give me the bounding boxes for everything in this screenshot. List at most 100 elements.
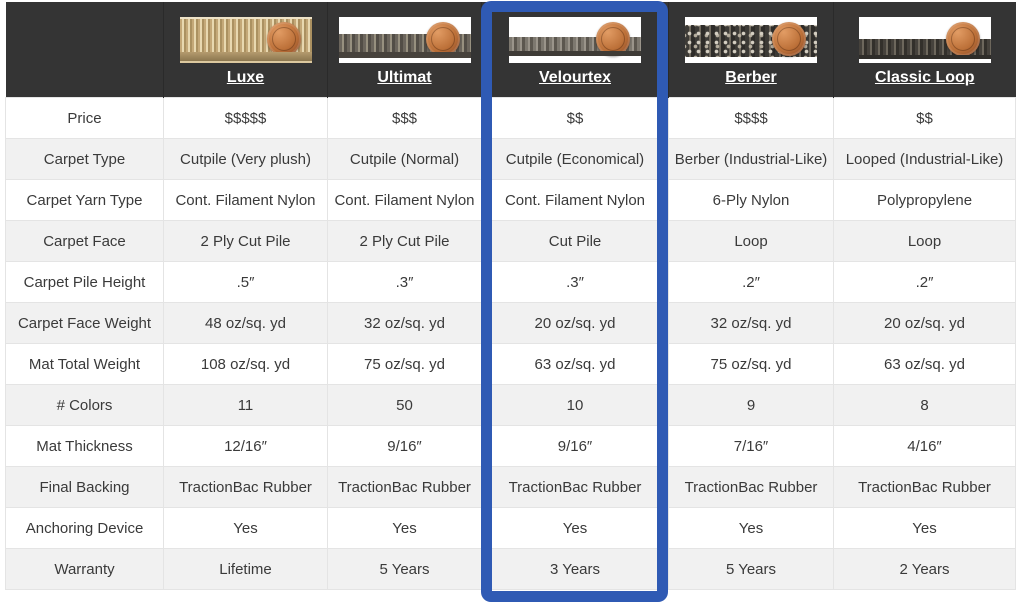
comparison-table: Luxe Ultimat Velourtex: [5, 2, 1016, 590]
product-link-berber[interactable]: Berber: [725, 69, 777, 86]
luxe-carpet-photo: [179, 17, 312, 63]
penny-icon: [945, 22, 980, 56]
row-label: Carpet Face: [5, 220, 164, 262]
cell-luxe: Cont. Filament Nylon: [163, 179, 328, 221]
velourtex-carpet-photo: [509, 17, 641, 63]
row-label: Carpet Yarn Type: [5, 179, 164, 221]
cell-luxe: TractionBac Rubber: [163, 466, 328, 508]
cell-classic-loop: 8: [833, 384, 1016, 426]
cell-berber: 5 Years: [668, 548, 834, 590]
berber-carpet-photo: [685, 17, 817, 63]
cell-classic-loop: 20 oz/sq. yd: [833, 302, 1016, 344]
row-label: Carpet Type: [5, 138, 164, 180]
cell-ultimat: 50: [327, 384, 482, 426]
penny-icon: [425, 22, 460, 56]
cell-ultimat: 75 oz/sq. yd: [327, 343, 482, 385]
product-header-luxe: Luxe: [163, 2, 328, 98]
product-header-berber: Berber: [668, 2, 834, 98]
cell-velourtex: 63 oz/sq. yd: [481, 343, 669, 385]
cell-berber: TractionBac Rubber: [668, 466, 834, 508]
product-link-velourtex[interactable]: Velourtex: [538, 69, 612, 86]
table-row-mat-total-weight: Mat Total Weight 108 oz/sq. yd 75 oz/sq.…: [5, 343, 1016, 385]
penny-icon: [266, 22, 301, 56]
table-row-carpet-yarn-type: Carpet Yarn Type Cont. Filament Nylon Co…: [5, 179, 1016, 221]
cell-velourtex: $$: [481, 97, 669, 139]
row-label: Final Backing: [5, 466, 164, 508]
row-label: Carpet Face Weight: [5, 302, 164, 344]
cell-berber: 9: [668, 384, 834, 426]
cell-ultimat: TractionBac Rubber: [327, 466, 482, 508]
cell-luxe: 108 oz/sq. yd: [163, 343, 328, 385]
cell-ultimat: 2 Ply Cut Pile: [327, 220, 482, 262]
product-header-velourtex: Velourtex: [481, 2, 669, 98]
row-label: Carpet Pile Height: [5, 261, 164, 303]
cell-classic-loop: Looped (Industrial-Like): [833, 138, 1016, 180]
table-row-mat-thickness: Mat Thickness 12/16″ 9/16″ 9/16″ 7/16″ 4…: [5, 425, 1016, 467]
cell-luxe: Yes: [163, 507, 328, 549]
table-row-price: Price $$$$$ $$$ $$ $$$$ $$: [5, 97, 1016, 139]
cell-luxe: 12/16″: [163, 425, 328, 467]
cell-ultimat: Cutpile (Normal): [327, 138, 482, 180]
cell-berber: Berber (Industrial-Like): [668, 138, 834, 180]
cell-velourtex: Cont. Filament Nylon: [481, 179, 669, 221]
table-row-carpet-face: Carpet Face 2 Ply Cut Pile 2 Ply Cut Pil…: [5, 220, 1016, 262]
table-row-num-colors: # Colors 11 50 10 9 8: [5, 384, 1016, 426]
cell-velourtex: Cutpile (Economical): [481, 138, 669, 180]
table-row-warranty: Warranty Lifetime 5 Years 3 Years 5 Year…: [5, 548, 1016, 590]
table-row-carpet-pile-height: Carpet Pile Height .5″ .3″ .3″ .2″ .2″: [5, 261, 1016, 303]
cell-luxe: 48 oz/sq. yd: [163, 302, 328, 344]
cell-luxe: $$$$$: [163, 97, 328, 139]
cell-classic-loop: 4/16″: [833, 425, 1016, 467]
cell-velourtex: .3″: [481, 261, 669, 303]
cell-berber: Loop: [668, 220, 834, 262]
cell-ultimat: 5 Years: [327, 548, 482, 590]
cell-ultimat: Yes: [327, 507, 482, 549]
cell-luxe: 2 Ply Cut Pile: [163, 220, 328, 262]
cell-berber: .2″: [668, 261, 834, 303]
table-row-carpet-type: Carpet Type Cutpile (Very plush) Cutpile…: [5, 138, 1016, 180]
cell-luxe: 11: [163, 384, 328, 426]
cell-classic-loop: 2 Years: [833, 548, 1016, 590]
table-row-anchoring-device: Anchoring Device Yes Yes Yes Yes Yes: [5, 507, 1016, 549]
cell-luxe: Lifetime: [163, 548, 328, 590]
carpet-comparison-table: Luxe Ultimat Velourtex: [5, 2, 1016, 590]
product-link-classic-loop[interactable]: Classic Loop: [874, 69, 975, 86]
cell-classic-loop: Polypropylene: [833, 179, 1016, 221]
row-label: # Colors: [5, 384, 164, 426]
cell-classic-loop: TractionBac Rubber: [833, 466, 1016, 508]
cell-velourtex: 3 Years: [481, 548, 669, 590]
product-link-luxe[interactable]: Luxe: [226, 69, 265, 86]
cell-velourtex: Cut Pile: [481, 220, 669, 262]
header-corner-cell: [5, 2, 164, 98]
cell-luxe: Cutpile (Very plush): [163, 138, 328, 180]
cell-velourtex: 9/16″: [481, 425, 669, 467]
ultimat-carpet-photo: [338, 17, 471, 63]
table-row-final-backing: Final Backing TractionBac Rubber Tractio…: [5, 466, 1016, 508]
product-link-ultimat[interactable]: Ultimat: [377, 69, 432, 86]
cell-velourtex: 10: [481, 384, 669, 426]
classic-loop-carpet-photo: [858, 17, 991, 63]
cell-classic-loop: $$: [833, 97, 1016, 139]
cell-berber: $$$$: [668, 97, 834, 139]
cell-berber: 7/16″: [668, 425, 834, 467]
penny-icon: [596, 22, 630, 56]
product-header-classic-loop: Classic Loop: [833, 2, 1016, 98]
cell-classic-loop: .2″: [833, 261, 1016, 303]
cell-classic-loop: 63 oz/sq. yd: [833, 343, 1016, 385]
cell-ultimat: $$$: [327, 97, 482, 139]
cell-ultimat: 32 oz/sq. yd: [327, 302, 482, 344]
cell-ultimat: Cont. Filament Nylon: [327, 179, 482, 221]
row-label: Warranty: [5, 548, 164, 590]
cell-velourtex: 20 oz/sq. yd: [481, 302, 669, 344]
row-label: Price: [5, 97, 164, 139]
product-header-ultimat: Ultimat: [327, 2, 482, 98]
cell-classic-loop: Yes: [833, 507, 1016, 549]
header-row: Luxe Ultimat Velourtex: [5, 2, 1016, 98]
row-label: Anchoring Device: [5, 507, 164, 549]
cell-classic-loop: Loop: [833, 220, 1016, 262]
row-label: Mat Total Weight: [5, 343, 164, 385]
cell-berber: 6-Ply Nylon: [668, 179, 834, 221]
cell-velourtex: TractionBac Rubber: [481, 466, 669, 508]
cell-ultimat: 9/16″: [327, 425, 482, 467]
cell-berber: 32 oz/sq. yd: [668, 302, 834, 344]
